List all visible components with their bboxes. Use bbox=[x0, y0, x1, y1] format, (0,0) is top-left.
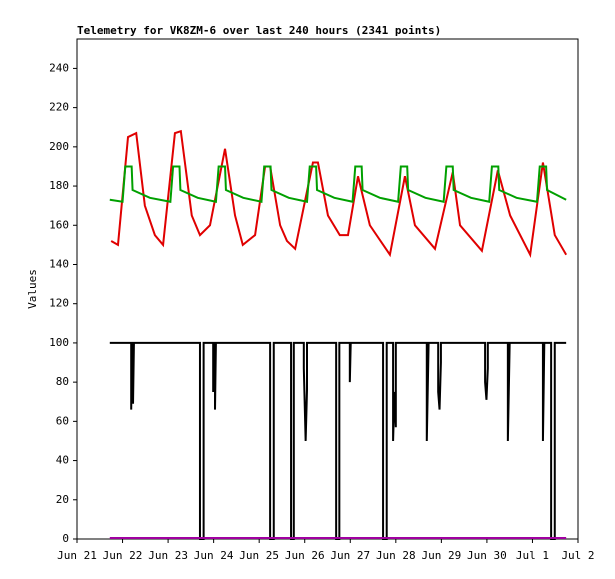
x-tick-label: Jun 22 bbox=[103, 549, 143, 562]
x-tick-label: Jun 28 bbox=[376, 549, 416, 562]
y-tick-label: 200 bbox=[49, 140, 69, 153]
series-line bbox=[109, 165, 567, 203]
x-tick-label: Jun 24 bbox=[194, 549, 234, 562]
y-tick-label: 140 bbox=[49, 257, 69, 270]
y-tick-label: 100 bbox=[49, 336, 69, 349]
series-line bbox=[109, 341, 567, 540]
x-tick-label: Jun 27 bbox=[330, 549, 370, 562]
x-tick-label: Jun 25 bbox=[239, 549, 279, 562]
series-line bbox=[110, 129, 568, 258]
y-tick-label: 180 bbox=[49, 179, 69, 192]
y-tick-label: 240 bbox=[49, 61, 69, 74]
y-tick-label: 160 bbox=[49, 218, 69, 231]
x-tick-label: Jun 30 bbox=[467, 549, 507, 562]
y-tick-label: 0 bbox=[62, 532, 69, 545]
y-tick-label: 120 bbox=[49, 297, 69, 310]
x-tick-label: Jun 21 bbox=[57, 549, 97, 562]
y-axis-label: Values bbox=[26, 269, 39, 309]
chart-title: Telemetry for VK8ZM-6 over last 240 hour… bbox=[77, 24, 441, 37]
y-tick-label: 80 bbox=[56, 375, 69, 388]
x-tick-label: Jun 23 bbox=[148, 549, 188, 562]
x-tick-label: Jun 29 bbox=[421, 549, 461, 562]
y-tick-label: 20 bbox=[56, 493, 69, 506]
y-tick-label: 220 bbox=[49, 101, 69, 114]
plot-frame bbox=[76, 38, 579, 540]
y-tick-label: 60 bbox=[56, 414, 69, 427]
x-tick-label: Jun 26 bbox=[285, 549, 325, 562]
x-tick-label: Jul 2 bbox=[561, 549, 594, 562]
y-tick-label: 40 bbox=[56, 454, 69, 467]
x-tick-label: Jul 1 bbox=[516, 549, 549, 562]
